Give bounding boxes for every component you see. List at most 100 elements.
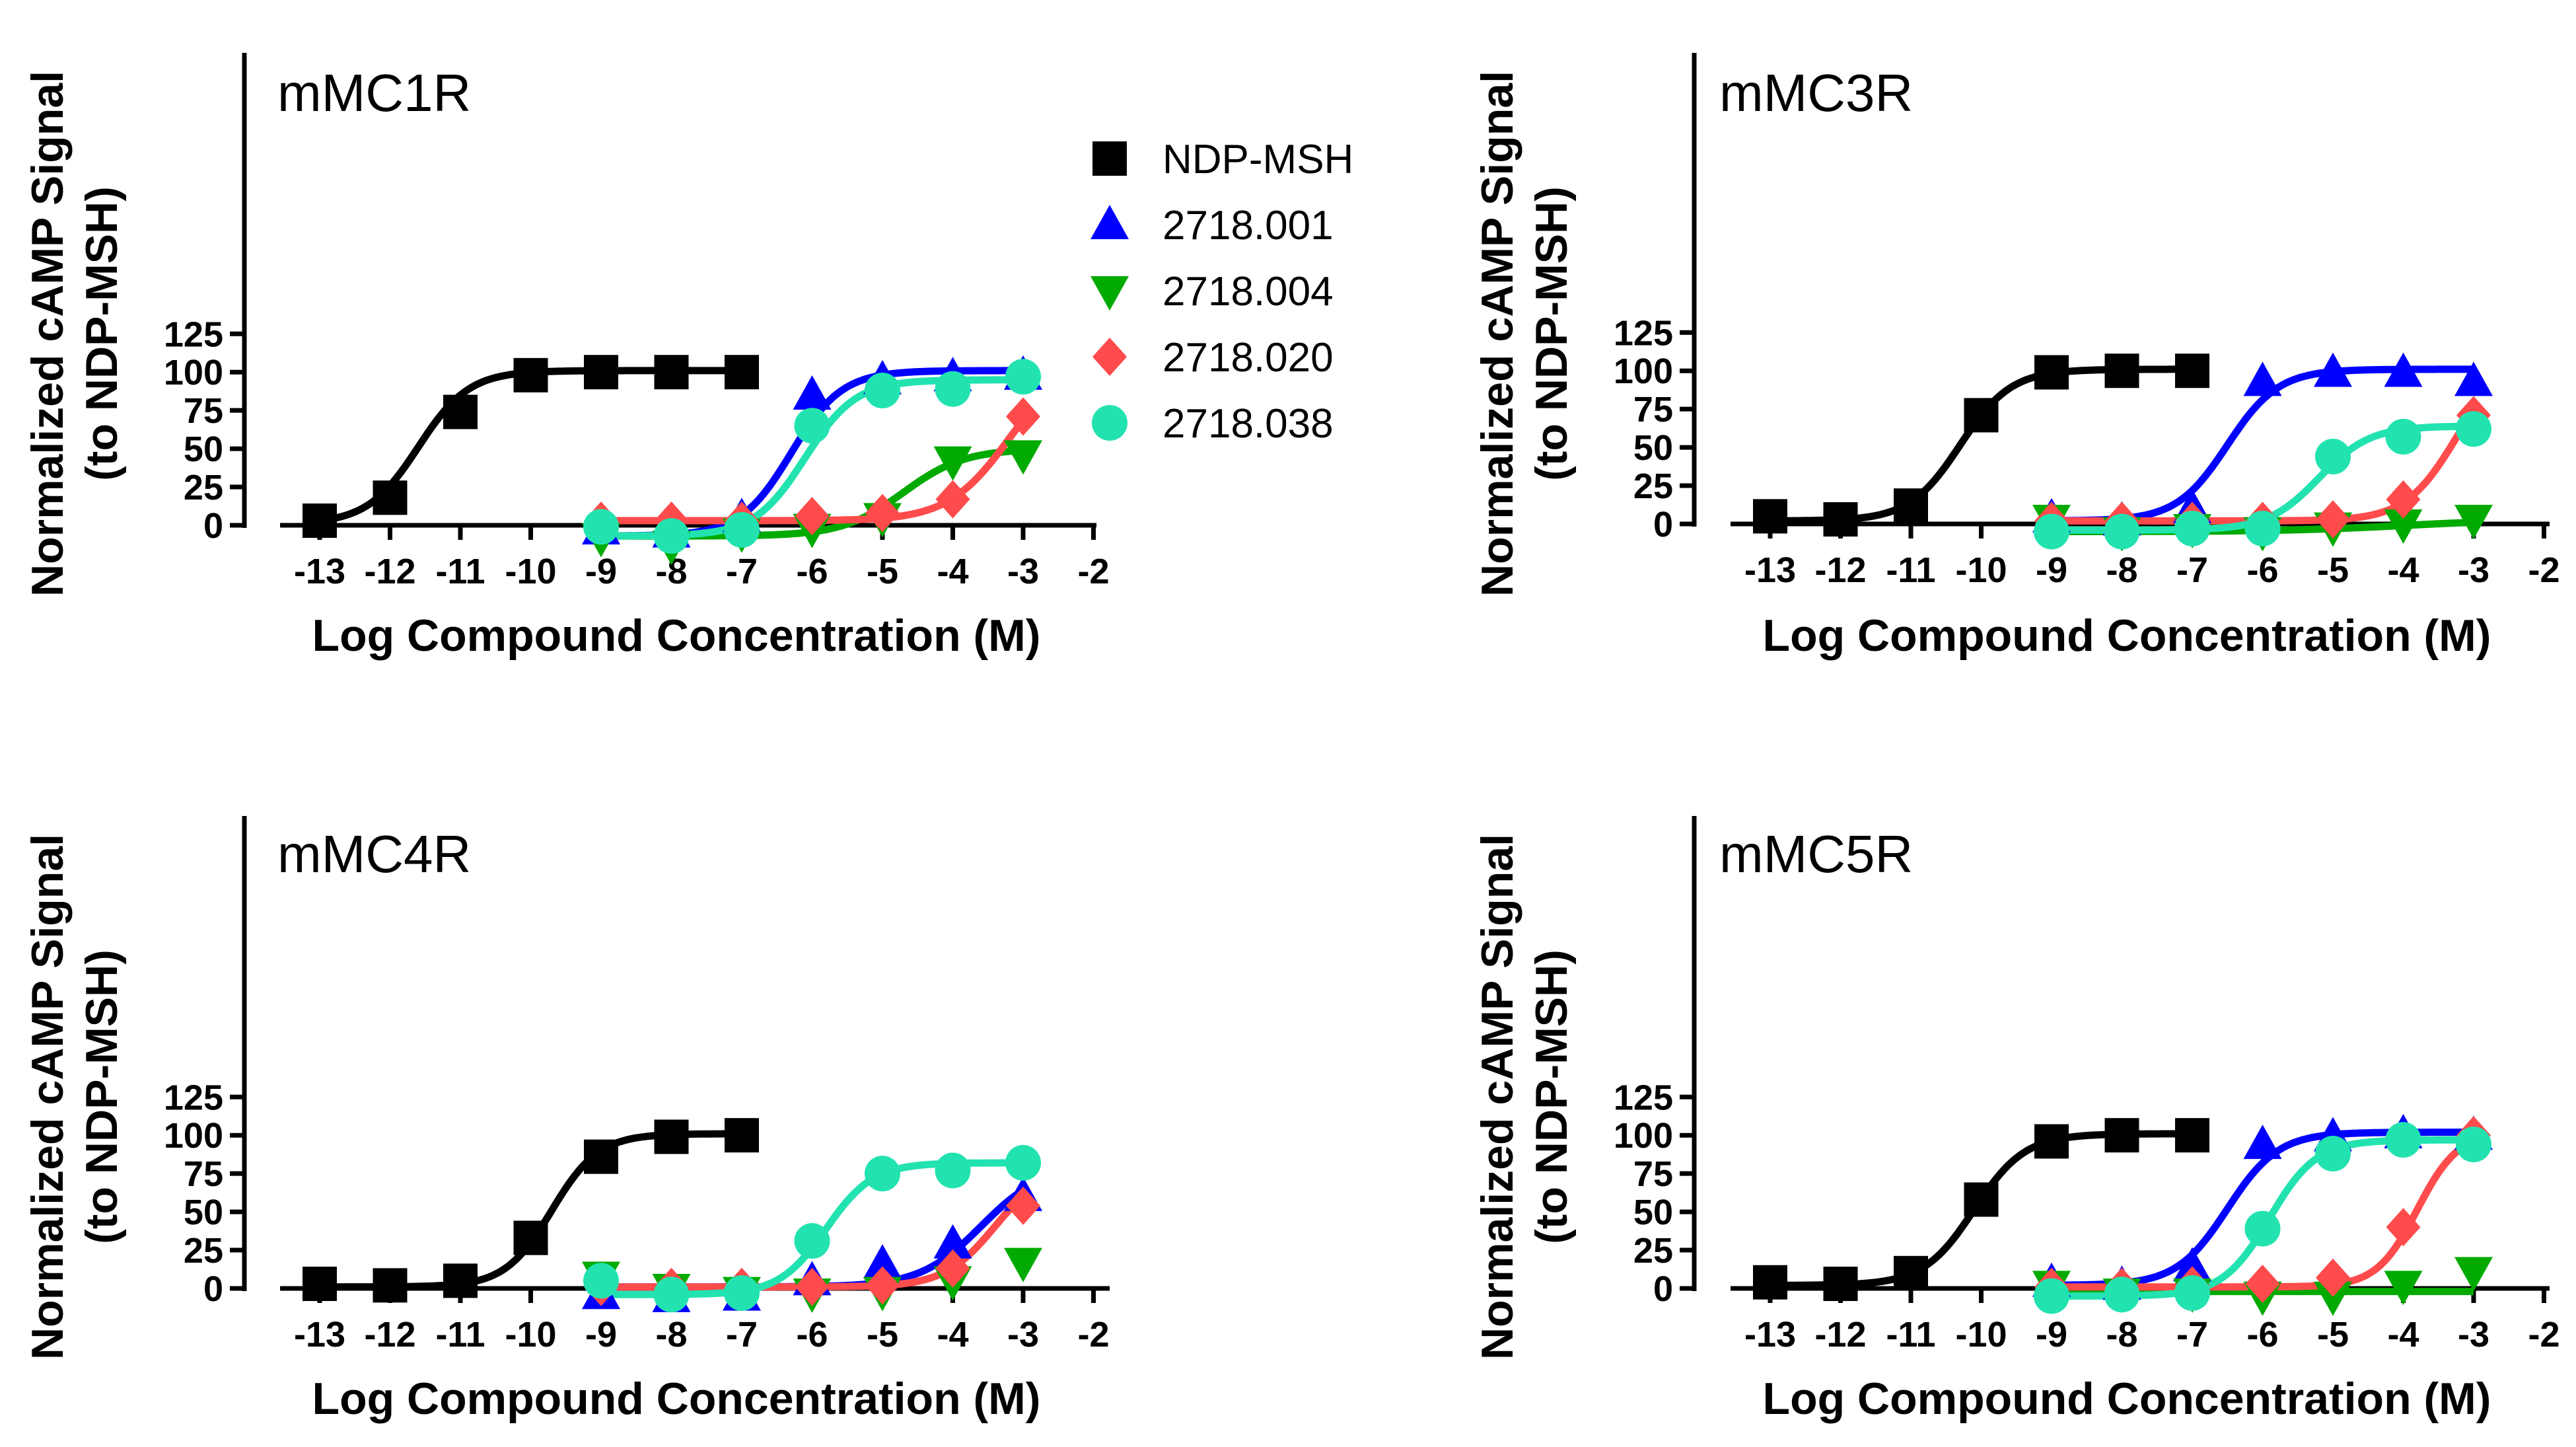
- y-tick-label: 75: [1633, 1154, 1673, 1194]
- circle-icon: [1092, 405, 1127, 441]
- x-tick-label: -4: [2387, 550, 2419, 590]
- data-point-2718.020: [795, 497, 830, 536]
- x-tick-label: -9: [585, 552, 617, 591]
- y-tick-label: 50: [184, 429, 223, 469]
- x-tick-label: -9: [2036, 550, 2067, 590]
- x-tick-label: -10: [505, 1315, 556, 1354]
- legend: NDP-MSH 2718.001 2718.004 2718.020 2718.038: [1091, 137, 1353, 447]
- x-tick-label: -5: [2317, 1315, 2349, 1354]
- data-point-2718.020: [865, 494, 900, 533]
- data-point-2718.038: [2385, 1122, 2421, 1158]
- x-tick-label: -12: [364, 552, 415, 591]
- data-point-2718.038: [2315, 439, 2351, 475]
- data-point-NDP-MSH: [725, 355, 759, 390]
- data-point-2718.038: [935, 1152, 971, 1189]
- legend-label: 2718.004: [1163, 269, 1334, 315]
- data-point-2718.004: [2384, 509, 2423, 544]
- legend-label: 2718.020: [1163, 335, 1334, 381]
- y-axis-subtitle: (to NDP-MSH): [1526, 186, 1577, 481]
- data-point-2718.020: [2316, 500, 2350, 539]
- data-point-2718.001: [2243, 361, 2282, 396]
- data-point-2718.038: [794, 1223, 830, 1259]
- data-point-2718.038: [1005, 359, 1041, 395]
- data-point-2718.001: [863, 1243, 902, 1279]
- data-point-2718.038: [2385, 418, 2421, 455]
- data-point-NDP-MSH: [2104, 353, 2139, 389]
- data-point-NDP-MSH: [2104, 1118, 2139, 1153]
- y-axis-title: Normalized cAMP Signal: [22, 71, 73, 597]
- x-tick-label: -7: [726, 1315, 758, 1354]
- data-point-NDP-MSH: [1753, 1265, 1787, 1300]
- panel-title: mMC1R: [277, 63, 471, 122]
- x-tick-label: -6: [796, 552, 828, 591]
- legend-label: 2718.038: [1163, 401, 1334, 447]
- y-tick-label: 25: [184, 468, 223, 507]
- data-point-2718.038: [2456, 1127, 2491, 1163]
- x-tick-label: -6: [2246, 550, 2278, 590]
- x-tick-label: -13: [1744, 550, 1796, 590]
- x-tick-label: -5: [867, 552, 898, 591]
- y-tick-label: 125: [164, 1078, 223, 1117]
- x-tick-label: -12: [1814, 550, 1866, 590]
- x-tick-label: -11: [1886, 550, 1935, 590]
- x-axis-title: Log Compound Concentration (M): [312, 1374, 1041, 1424]
- x-tick-label: -4: [937, 1315, 968, 1354]
- data-point-2718.020: [935, 1249, 970, 1288]
- y-axis-title: Normalized cAMP Signal: [1472, 834, 1522, 1360]
- y-tick-label: 50: [1633, 1193, 1673, 1232]
- data-point-2718.038: [865, 373, 900, 409]
- x-axis-title: Log Compound Concentration (M): [312, 611, 1041, 661]
- data-point-2718.004: [1004, 440, 1042, 475]
- data-point-2718.038: [2034, 1278, 2069, 1314]
- x-tick-label: -7: [2176, 550, 2208, 590]
- data-point-2718.004: [2454, 1257, 2493, 1292]
- data-point-NDP-MSH: [654, 1119, 689, 1154]
- x-tick-label: -12: [1814, 1315, 1866, 1354]
- data-point-2718.038: [1005, 1144, 1041, 1181]
- data-point-2718.020: [795, 1267, 830, 1306]
- data-point-NDP-MSH: [513, 357, 548, 392]
- data-point-NDP-MSH: [2034, 355, 2069, 390]
- x-tick-label: -10: [1955, 1315, 2007, 1354]
- x-tick-label: -3: [1007, 1315, 1039, 1354]
- panel-title: mMC3R: [1719, 63, 1913, 122]
- y-axis-title: Normalized cAMP Signal: [1472, 71, 1522, 597]
- triangle-down-icon: [1091, 276, 1129, 311]
- data-point-2718.038: [865, 1156, 900, 1192]
- x-tick-label: -5: [867, 1315, 898, 1354]
- data-point-NDP-MSH: [2175, 1118, 2209, 1153]
- y-tick-label: 25: [1633, 1231, 1673, 1271]
- data-point-2718.020: [1006, 1186, 1040, 1225]
- data-point-NDP-MSH: [2175, 353, 2209, 389]
- fit-curve-NDP-MSH: [318, 1130, 743, 1291]
- x-tick-label: -3: [1007, 552, 1039, 591]
- x-tick-label: -12: [364, 1315, 415, 1354]
- data-point-2718.038: [2174, 510, 2210, 546]
- data-point-2718.020: [2386, 480, 2421, 519]
- x-tick-label: -9: [2036, 1315, 2067, 1354]
- y-tick-label: 0: [203, 1269, 223, 1309]
- x-tick-label: -13: [294, 1315, 345, 1354]
- data-point-NDP-MSH: [1964, 398, 1999, 433]
- data-point-NDP-MSH: [1894, 488, 1928, 523]
- data-point-NDP-MSH: [584, 1139, 618, 1174]
- data-point-NDP-MSH: [1964, 1182, 1999, 1217]
- y-axis-subtitle: (to NDP-MSH): [77, 949, 127, 1244]
- y-tick-label: 75: [1633, 390, 1673, 429]
- data-point-2718.038: [2244, 510, 2281, 546]
- data-point-2718.001: [2454, 361, 2493, 396]
- x-tick-label: -4: [937, 552, 968, 591]
- data-point-NDP-MSH: [1894, 1255, 1928, 1290]
- data-point-NDP-MSH: [2034, 1124, 2069, 1159]
- y-tick-label: 100: [164, 353, 223, 392]
- data-point-NDP-MSH: [373, 480, 408, 515]
- triangle-up-icon: [1091, 205, 1129, 239]
- data-point-2718.004: [933, 446, 972, 481]
- x-tick-label: -3: [2458, 550, 2489, 590]
- data-point-2718.038: [724, 1275, 760, 1311]
- data-point-2718.001: [2384, 352, 2423, 387]
- data-point-2718.001: [2243, 1125, 2282, 1160]
- data-point-2718.004: [2454, 505, 2493, 540]
